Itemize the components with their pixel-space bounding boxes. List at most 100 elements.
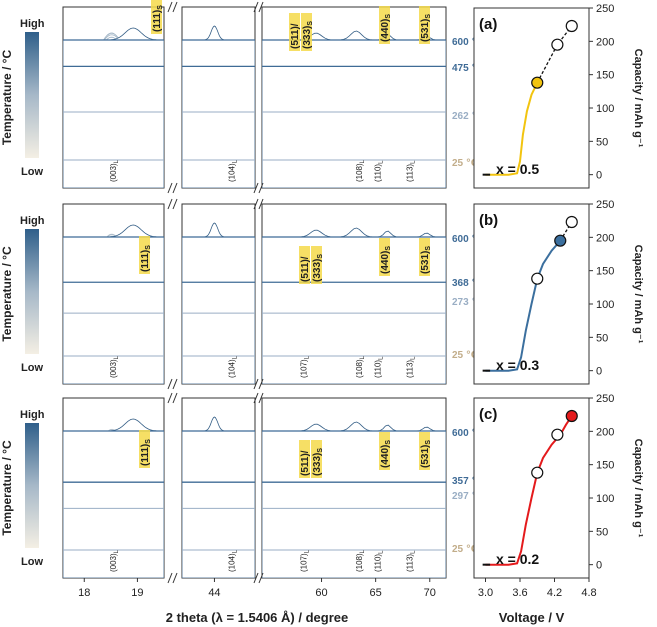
x-tick-label: 60: [315, 587, 327, 599]
x-tick-label: 65: [370, 587, 382, 599]
hkl-layered-label: (003)L: [109, 159, 120, 182]
axis-break-mark: [258, 182, 264, 194]
axis-break-mark: [172, 198, 178, 210]
y-tick-label: 250: [596, 3, 614, 15]
hkl-layered-label: (110)L: [374, 356, 385, 378]
spinel-label-bg: [139, 236, 150, 274]
hkl-spinel-label: (511)/: [290, 23, 301, 49]
hkl-layered-label: (110)L: [374, 160, 385, 182]
y-tick-label: 100: [596, 493, 614, 505]
capacity-panel-b-capacity: 0 50 100 150 200 250 (b) x = 0.3 Capacity / mAh …: [473, 199, 644, 385]
xrd-panel-a: 600 ℃ 475 ℃ 262 ℃ 25 ℃ (003)L (104)L (108)L (11…: [62, 0, 484, 194]
spinel-label-bg: [379, 432, 390, 470]
temperature-marker-label: 297 ℃: [452, 491, 484, 502]
axis-break-mark: [172, 392, 178, 404]
axis-break-mark: [253, 1, 259, 13]
hkl-layered-label: (108)L: [355, 355, 366, 378]
hkl-spinel-label: (333)S: [312, 254, 324, 282]
axis-break-mark: [258, 1, 264, 13]
temperature-marker-label: 600 ℃: [452, 37, 484, 48]
panel-label: (a): [479, 16, 497, 33]
hkl-layered-label: (110)L: [374, 550, 385, 572]
low-label: Low: [21, 362, 43, 374]
spinel-label-bg: [299, 440, 310, 478]
temperature-axis-label: Temperature / °C: [0, 50, 14, 146]
xrd-pattern-line: [182, 25, 255, 188]
hkl-layered-label: (104)L: [228, 549, 239, 572]
temperature-colorbar-3: High Low Temperature / °C: [0, 409, 45, 568]
panel-label: (c): [479, 406, 497, 423]
capacity-panel-c-capacity: 0 50 100 150 200 250 (c) x = 0.2 Capacity / mAh …: [473, 393, 644, 625]
y-tick-label: 100: [596, 299, 614, 311]
y-tick-label: 250: [596, 393, 614, 405]
hkl-spinel-label: (531)S: [420, 246, 432, 274]
hkl-spinel-label: (511)/: [300, 256, 311, 282]
axis-break-mark: [258, 198, 264, 210]
spinel-label-bg: [419, 432, 430, 470]
axis-break-mark: [172, 572, 178, 584]
y-tick-label: 50: [596, 526, 608, 538]
x-tick-label: 3.0: [478, 587, 493, 599]
temperature-colorbar-2: High Low Temperature / °C: [0, 215, 45, 374]
x-tick-label: 44: [208, 587, 220, 599]
spinel-label-bg: [289, 13, 300, 51]
hkl-spinel-label: (511)/: [300, 450, 311, 476]
spinel-label-bg: [139, 430, 150, 468]
axis-break-mark: [167, 392, 173, 404]
hkl-spinel-label: (111)S: [140, 245, 152, 272]
xrd-x-axis: 18 19 44 60 65 70 2 theta (λ = 1.5406 Å) / deg…: [78, 578, 436, 625]
x-tick-label: 4.2: [547, 587, 562, 599]
temperature-marker-label: 368 ℃: [452, 278, 484, 289]
capacity-axis-label: Capacity / mAh g⁻¹: [632, 245, 644, 344]
axis-break-mark: [172, 182, 178, 194]
spinel-label-bg: [419, 238, 430, 276]
hkl-spinel-label: (531)S: [420, 440, 432, 468]
hkl-layered-label: (104)L: [228, 355, 239, 378]
y-tick-label: 0: [596, 560, 602, 572]
series-label: x = 0.3: [496, 357, 539, 373]
y-tick-label: 0: [596, 366, 602, 378]
xrd-panel-b: 600 ℃ 368 ℃ 273 ℃ 25 ℃ (003)L (104)L (107)L (10…: [62, 198, 484, 390]
series-label: x = 0.2: [496, 551, 539, 567]
hkl-layered-label: (113)L: [405, 356, 416, 378]
capacity-panel-a-capacity: 0 50 100 150 200 250 (a) x = 0.5 Capacity / mAh …: [473, 3, 644, 189]
series-label: x = 0.5: [496, 161, 539, 177]
axis-break-mark: [258, 378, 264, 390]
y-tick-label: 150: [596, 266, 614, 278]
hkl-spinel-label: (440)S: [380, 440, 392, 468]
axis-break-mark: [253, 198, 259, 210]
axis-break-mark: [167, 1, 173, 13]
current-state-marker: [531, 76, 544, 89]
hkl-layered-label: (104)L: [228, 159, 239, 182]
y-tick-label: 100: [596, 103, 614, 115]
state-marker: [531, 466, 544, 479]
hkl-layered-label: (107)L: [299, 355, 310, 378]
state-marker: [565, 215, 578, 229]
temperature-marker-label: 25 ℃: [452, 158, 478, 169]
spinel-label-bg: [299, 246, 310, 284]
temperature-gradient-bar: [25, 32, 39, 158]
temperature-axis-label: Temperature / °C: [0, 246, 14, 342]
y-tick-label: 200: [596, 232, 614, 244]
hkl-layered-label: (003)L: [109, 355, 120, 378]
y-tick-label: 50: [596, 136, 608, 148]
y-tick-label: 150: [596, 460, 614, 472]
axis-break-mark: [167, 198, 173, 210]
temperature-marker-label: 600 ℃: [452, 428, 484, 439]
charge-curve: [485, 240, 562, 372]
temperature-gradient-bar: [25, 229, 39, 354]
hkl-layered-label: (003)L: [109, 549, 120, 572]
capacity-frame: [473, 203, 590, 385]
state-marker: [551, 428, 564, 441]
axis-break-mark: [172, 1, 178, 13]
high-label: High: [20, 18, 45, 30]
capacity-axis-label: Capacity / mAh g⁻¹: [632, 439, 644, 538]
axis-break-mark: [167, 182, 173, 194]
y-tick-label: 0: [596, 170, 602, 182]
temperature-marker-label: 273 ℃: [452, 297, 484, 308]
axis-break-mark: [258, 572, 264, 584]
xrd-x-axis-label: 2 theta (λ = 1.5406 Å) / degree: [166, 610, 348, 625]
xrd-pattern-line: [182, 222, 255, 384]
y-tick-label: 200: [596, 426, 614, 438]
